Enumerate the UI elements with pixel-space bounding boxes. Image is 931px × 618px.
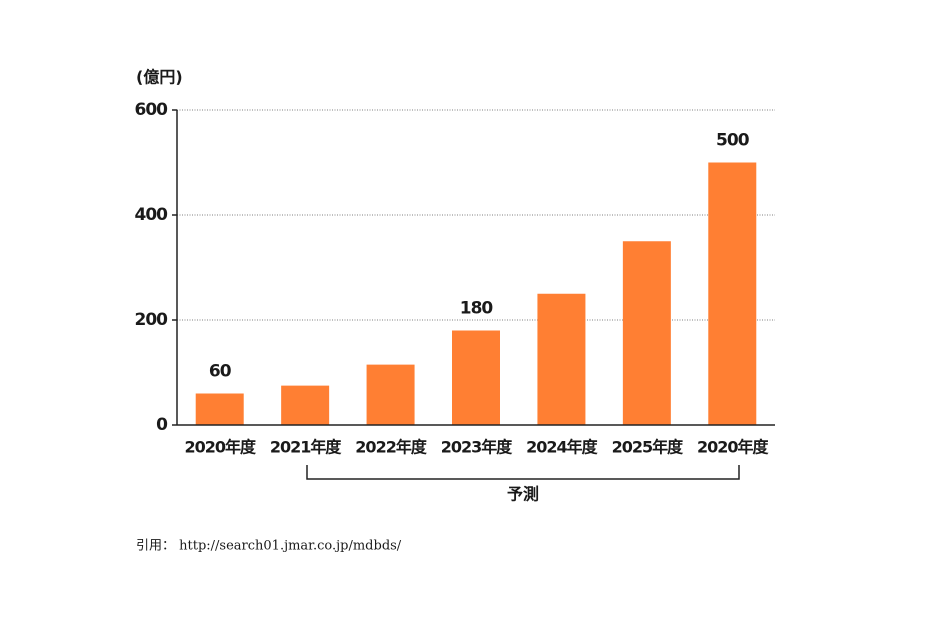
x-tick-label: 2022年度 [355,438,428,457]
x-tick-label: 2024年度 [526,438,599,457]
source: 引用： http://search01.jmar.co.jp/mdbds/ [136,539,402,554]
y-tick-label: 200 [135,310,169,330]
value-label: 180 [460,299,494,319]
bar [708,162,757,425]
bar [195,393,244,425]
bar [452,330,500,425]
y-tick-label: 0 [156,415,168,435]
bar [622,241,671,425]
forecast-bracket [306,465,740,480]
bar [281,385,330,425]
y-axis-label: (億円) [136,68,183,87]
forecast-label: 予測 [507,485,539,504]
y-tick-label: 600 [135,100,169,120]
value-label: 60 [209,362,232,382]
x-tick-label: 2023年度 [441,438,514,457]
x-tick-label: 2025年度 [612,438,685,457]
bar [537,293,586,425]
x-tick-label: 2020年度 [184,438,257,457]
value-label: 500 [716,131,750,151]
x-tick-label: 2020年度 [697,438,770,457]
bar [366,364,415,425]
x-tick-label: 2021年度 [270,438,343,457]
y-tick-label: 400 [135,205,169,225]
